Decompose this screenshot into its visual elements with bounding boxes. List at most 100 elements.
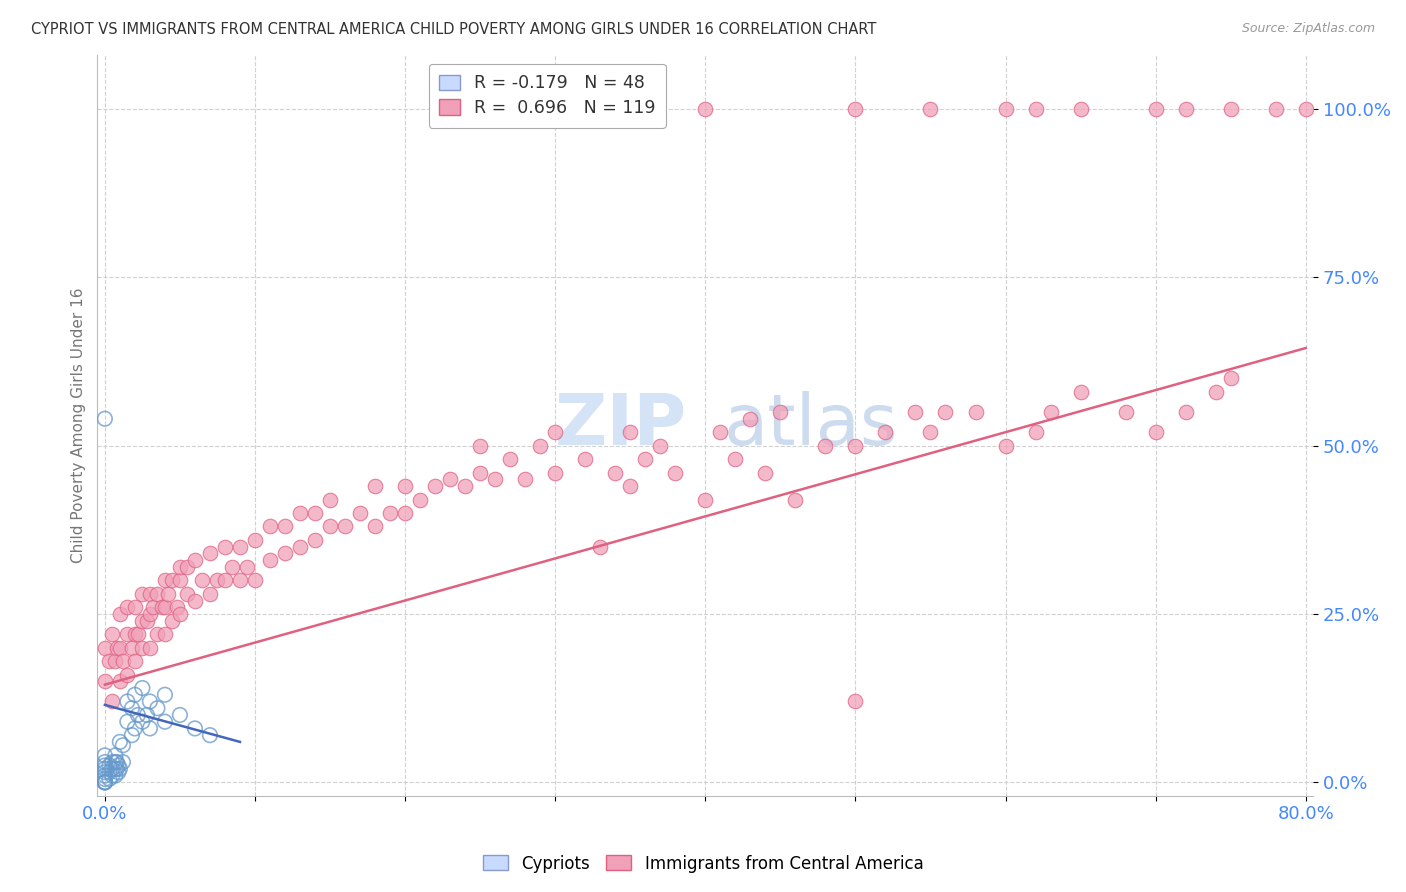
Point (605, 466, 627, 480)
Point (724, 452, 747, 467)
Point (236, 559, 259, 574)
Point (101, 627, 124, 641)
Point (127, 708, 149, 723)
Point (1264, 102, 1286, 116)
Text: CYPRIOT VS IMMIGRANTS FROM CENTRAL AMERICA CHILD POVERTY AMONG GIRLS UNDER 16 CO: CYPRIOT VS IMMIGRANTS FROM CENTRAL AMERI… (31, 22, 876, 37)
Point (754, 466, 776, 480)
Point (229, 540, 252, 554)
Point (468, 439, 491, 453)
Point (94, 762, 117, 776)
Point (994, 439, 1017, 453)
Point (934, 405, 956, 419)
Point (124, 688, 146, 702)
Point (544, 425, 567, 440)
Point (94, 775, 117, 789)
Point (259, 553, 281, 567)
Point (139, 722, 162, 736)
Point (139, 640, 162, 655)
Legend: R = -0.179   N = 48, R =  0.696   N = 119: R = -0.179 N = 48, R = 0.696 N = 119 (429, 64, 666, 128)
Point (1039, 405, 1062, 419)
Point (844, 102, 866, 116)
Point (98, 758, 121, 772)
Point (94, 411, 117, 425)
Point (1174, 102, 1197, 116)
Point (104, 755, 127, 769)
Point (221, 559, 243, 574)
Point (515, 472, 537, 486)
Point (124, 722, 146, 736)
Point (104, 768, 127, 782)
Point (589, 540, 612, 554)
Point (198, 546, 221, 560)
Point (108, 607, 131, 621)
Point (153, 600, 176, 615)
Point (166, 600, 188, 615)
Point (124, 654, 146, 668)
Point (107, 758, 129, 772)
Point (111, 755, 134, 769)
Point (94, 640, 117, 655)
Point (108, 762, 131, 776)
Point (146, 627, 169, 641)
Point (349, 506, 371, 520)
Point (423, 479, 446, 493)
Point (169, 607, 191, 621)
Point (1144, 102, 1167, 116)
Point (169, 708, 191, 723)
Point (814, 439, 837, 453)
Point (259, 519, 281, 533)
Point (619, 479, 641, 493)
Point (394, 479, 416, 493)
Point (105, 640, 128, 655)
Point (117, 627, 139, 641)
Point (153, 627, 176, 641)
Point (904, 405, 927, 419)
Point (101, 755, 124, 769)
Point (184, 593, 207, 607)
Point (1174, 405, 1197, 419)
Point (153, 688, 176, 702)
Point (785, 492, 807, 507)
Point (135, 614, 157, 628)
Point (124, 600, 146, 615)
Point (121, 701, 143, 715)
Point (117, 600, 139, 615)
Point (274, 546, 297, 560)
Point (104, 762, 127, 776)
Point (574, 452, 596, 467)
Point (131, 587, 153, 601)
Point (319, 519, 342, 533)
Point (104, 748, 127, 763)
Point (1219, 102, 1241, 116)
Point (1025, 102, 1047, 116)
Legend: Cypriots, Immigrants from Central America: Cypriots, Immigrants from Central Americ… (475, 848, 931, 880)
Point (274, 519, 297, 533)
Point (98, 654, 121, 668)
Point (1025, 425, 1047, 440)
Point (243, 533, 266, 547)
Point (619, 425, 641, 440)
Point (994, 102, 1017, 116)
Point (364, 479, 387, 493)
Point (94, 768, 117, 782)
Point (131, 640, 153, 655)
Point (105, 762, 128, 776)
Point (135, 708, 157, 723)
Text: Source: ZipAtlas.com: Source: ZipAtlas.com (1241, 22, 1375, 36)
Point (105, 755, 128, 769)
Point (104, 654, 127, 668)
Point (1144, 425, 1167, 440)
Point (94, 755, 117, 769)
Point (111, 738, 134, 752)
Point (288, 540, 311, 554)
Point (920, 102, 942, 116)
Point (94, 775, 117, 789)
Point (124, 627, 146, 641)
Point (191, 574, 214, 588)
Point (304, 506, 326, 520)
Point (769, 405, 792, 419)
Point (117, 694, 139, 708)
Point (101, 694, 124, 708)
Point (162, 614, 184, 628)
Point (107, 765, 129, 780)
